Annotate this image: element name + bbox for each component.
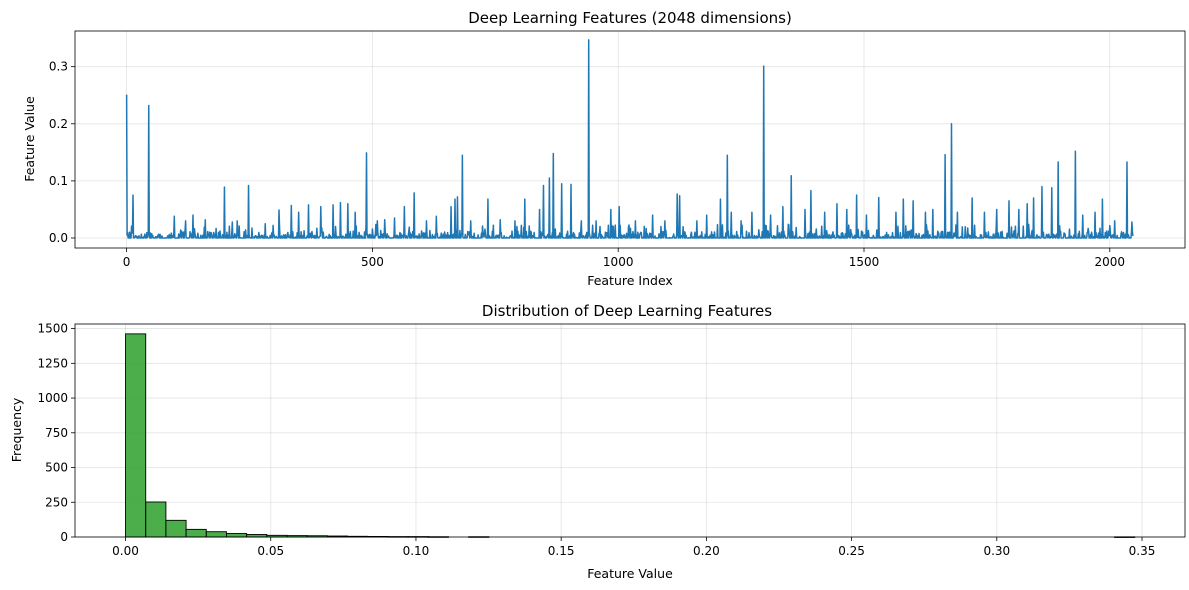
histogram-bar: [205, 531, 227, 538]
histogram-bar: [185, 528, 207, 538]
x-tick-label: 1500: [849, 255, 880, 269]
y-tick-label: 250: [45, 495, 68, 509]
x-axis-label: Feature Value: [587, 566, 673, 581]
y-tick-label: 0.1: [49, 174, 68, 188]
x-tick-label: 0.25: [838, 544, 865, 558]
y-axis-ticks: 0 250 500 750 1000 1250 1500: [37, 322, 75, 544]
y-tick-label: 1500: [37, 322, 68, 336]
y-tick-label: 500: [45, 461, 68, 475]
x-tick-label: 0.05: [257, 544, 284, 558]
chart-title: Deep Learning Features (2048 dimensions): [468, 9, 792, 27]
y-tick-label: 0.2: [49, 117, 68, 131]
histogram-bar: [165, 519, 187, 538]
feature-histogram: Distribution of Deep Learning Features 0…: [9, 302, 1186, 581]
grid: [75, 324, 1185, 538]
y-tick-label: 1250: [37, 356, 68, 370]
histogram-bar: [226, 533, 248, 538]
y-tick-label: 750: [45, 426, 68, 440]
plot-area: [125, 333, 1136, 538]
x-tick-label: 0: [123, 255, 131, 269]
x-tick-label: 0.35: [1129, 544, 1156, 558]
y-tick-label: 1000: [37, 391, 68, 405]
histogram-bar: [125, 333, 147, 538]
y-tick-label: 0.0: [49, 231, 68, 245]
x-tick-label: 1000: [603, 255, 634, 269]
x-tick-label: 0.20: [693, 544, 720, 558]
y-tick-label: 0: [60, 530, 68, 544]
x-tick-label: 2000: [1095, 255, 1126, 269]
x-axis-ticks: 0 500 1000 1500 2000: [123, 248, 1125, 269]
x-tick-label: 0.15: [548, 544, 575, 558]
y-axis-label: Feature Value: [22, 96, 37, 182]
histogram-bar: [145, 501, 167, 538]
x-axis-ticks: 0.00 0.05 0.10 0.15 0.20 0.25 0.30 0.35: [112, 537, 1155, 558]
x-tick-label: 0.10: [403, 544, 430, 558]
y-axis-ticks: 0.0 0.1 0.2 0.3: [49, 60, 75, 245]
x-axis-label: Feature Index: [587, 273, 673, 288]
feature-series-line: [125, 39, 1134, 239]
axes-frame: [74, 323, 1186, 538]
y-tick-label: 0.3: [49, 60, 68, 74]
chart-title: Distribution of Deep Learning Features: [482, 302, 772, 320]
feature-line-chart: Deep Learning Features (2048 dimensions)…: [22, 9, 1186, 288]
y-axis-label: Frequency: [9, 397, 24, 462]
x-tick-label: 500: [361, 255, 384, 269]
axes-frame: [74, 30, 1186, 249]
x-tick-label: 0.00: [112, 544, 139, 558]
plot-area: [125, 39, 1134, 239]
x-tick-label: 0.30: [983, 544, 1010, 558]
